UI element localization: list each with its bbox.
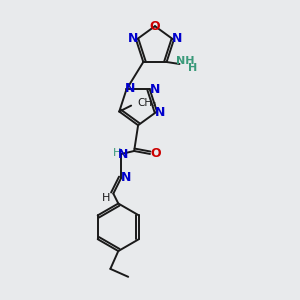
Text: O: O bbox=[151, 148, 161, 160]
Text: NH: NH bbox=[176, 56, 195, 66]
Text: N: N bbox=[121, 171, 131, 184]
Text: O: O bbox=[150, 20, 160, 33]
Text: N: N bbox=[149, 83, 160, 96]
Text: N: N bbox=[118, 148, 128, 161]
Text: H: H bbox=[188, 63, 197, 73]
Text: N: N bbox=[172, 32, 182, 45]
Text: N: N bbox=[128, 32, 138, 45]
Text: CH₃: CH₃ bbox=[137, 98, 156, 108]
Text: N: N bbox=[125, 82, 136, 95]
Text: H: H bbox=[102, 193, 111, 202]
Text: N: N bbox=[155, 106, 165, 119]
Text: H: H bbox=[113, 148, 122, 158]
